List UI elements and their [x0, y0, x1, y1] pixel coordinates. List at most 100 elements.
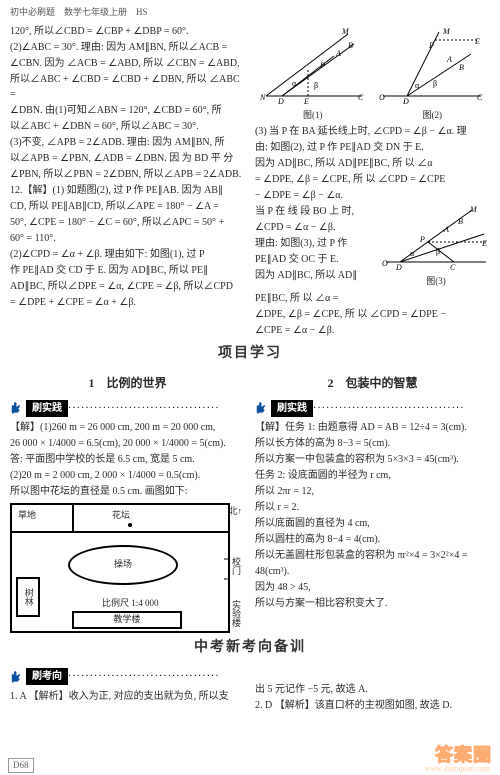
zk-left: 刷考向 ····································…: [10, 664, 245, 714]
figure-row: M N D E C P A B α β 图(1): [255, 26, 490, 123]
line: 所以方案一中包装盒的容积为 5×3×3 = 45(cm³).: [255, 452, 490, 467]
line: 所以底面圆的直径为 4 cm,: [255, 516, 490, 531]
dot-leader: ········································: [68, 401, 218, 416]
line: 2. D 【解析】该直口杯的主视图如图, 故选 D.: [255, 698, 490, 713]
line: 所以 r = 2.: [255, 500, 490, 515]
line: 1. A 【解析】收入为正, 对应的支出就为负, 所以支: [10, 689, 245, 704]
hand-icon: [10, 670, 24, 684]
hand-icon: [255, 401, 269, 415]
svg-text:O: O: [379, 93, 385, 102]
map-tree: 树林: [16, 577, 40, 617]
zhongkao-heading: 中考新考向备训: [10, 637, 490, 658]
zhongkao-columns: 刷考向 ····································…: [10, 664, 490, 714]
line: = ∠DPE + ∠CPE = ∠α + ∠β.: [10, 295, 245, 310]
svg-text:A: A: [443, 225, 449, 234]
project-left-col: 1 比例的世界 刷实践 ····························…: [10, 370, 245, 634]
line: 以∠APB = ∠PBN, ∠ADB = ∠DBN. 因 为 BD 平 分: [10, 151, 245, 166]
svg-text:D: D: [402, 97, 409, 104]
svg-text:O: O: [382, 259, 388, 268]
line: (2)∠ABC = 30°. 理由: 因为 AM∥BN, 所以∠ACB =: [10, 40, 245, 55]
hand-icon: [10, 401, 24, 415]
project-right-title: 2 包装中的智慧: [255, 374, 490, 392]
line: ∠DPE, ∠β = ∠CPE, 所 以 ∠CPD = ∠DPE −: [255, 307, 490, 322]
badge-text: 刷考向: [26, 668, 68, 685]
line: 由: 如图(2), 过 P 作 PE∥AD 交 DN 于 E.: [255, 140, 490, 155]
map-scale: 比例尺 1:4 000: [102, 597, 159, 611]
line: (3) 当 P 在 BA 延长线上时, ∠CPD = ∠β − ∠α. 理: [255, 124, 490, 139]
line: 以∠ABC + ∠DBN = 60°, 所以∠ABC = 30°.: [10, 119, 245, 134]
svg-text:P: P: [319, 61, 325, 70]
svg-text:N: N: [259, 93, 266, 102]
exam-badge: 刷考向 ····································…: [10, 668, 218, 685]
map-north: 北↑: [228, 505, 242, 519]
line: 12.【解】(1) 如题图(2), 过 P 作 PE∥AB. 因为 AB∥: [10, 183, 245, 198]
top-left-col: 120°, 所以∠CBD = ∠CBP + ∠DBP = 60°. (2)∠AB…: [10, 24, 245, 339]
svg-text:E: E: [481, 239, 487, 248]
figure-2-caption: 图(2): [377, 109, 487, 123]
line: 作 PE∥AD 交 CD 于 E. 因为 AD∥BC, 所以 PE∥: [10, 263, 245, 278]
svg-text:α: α: [415, 81, 420, 90]
figure-3: M O D C P A B E αβ 图(3): [382, 204, 490, 289]
line: 所以 2πr = 12,: [255, 484, 490, 499]
map-field: 操场: [68, 545, 178, 585]
figure-2: M O D C P A B E αβ 图(2): [377, 26, 487, 123]
line: 【解】(1)260 m = 26 000 cm, 200 m = 20 000 …: [10, 420, 245, 435]
page-header: 初中必刷题 数学七年级上册 HS: [10, 6, 490, 20]
line: 答: 平面图中学校的长是 6.5 cm, 宽是 5 cm.: [10, 452, 245, 467]
line: AD∥BC, 所以∠DPE = ∠α, ∠CPE = ∠β, 所以∠CPD: [10, 279, 245, 294]
gate-mark-icon: [224, 557, 230, 581]
project-left-title: 1 比例的世界: [10, 374, 245, 392]
line: ∠CBN. 因为 ∠ACB = ∠ABD, 所以 ∠CBN = ∠ABD,: [10, 56, 245, 71]
line: = ∠DPE, ∠β = ∠CPE, 所 以 ∠CPD = ∠CPE: [255, 172, 490, 187]
line: 26 000 × 1/4000 = 6.5(cm), 20 000 × 1/40…: [10, 436, 245, 451]
svg-text:β: β: [436, 247, 440, 256]
map-lab: 实验楼: [229, 600, 243, 627]
svg-text:D: D: [395, 263, 402, 270]
line: (2)∠CPD = ∠α + ∠β. 理由如下: 如图(1), 过 P: [10, 247, 245, 262]
practice-badge: 刷实践 ····································…: [10, 400, 218, 417]
line: ∠PBN, 所以∠PBN = 2∠DBN, 所以∠APB = 2∠ADB.: [10, 167, 245, 182]
line: 所以无盖圆柱形包装盒的容积为 πr²×4 = 3×2²×4 =: [255, 548, 490, 563]
svg-text:β: β: [314, 81, 318, 90]
svg-text:E: E: [474, 37, 480, 46]
svg-text:A: A: [446, 55, 452, 64]
line: PE∥BC, 所 以 ∠α =: [255, 291, 490, 306]
project-columns: 1 比例的世界 刷实践 ····························…: [10, 370, 490, 634]
dot-leader: ········································: [313, 401, 463, 416]
svg-text:M: M: [341, 27, 350, 36]
line: 所以∠ABC + ∠CBD = ∠CBD + ∠DBN, 所以 ∠ABC =: [10, 72, 245, 102]
map-flower: 花坛: [112, 509, 130, 523]
svg-text:β: β: [433, 79, 437, 88]
line: (3)不变, ∠APB = 2∠ADB. 理由: 因为 AM∥BN, 所: [10, 135, 245, 150]
badge-text: 刷实践: [26, 400, 68, 417]
line: 任务 2: 设底面圆的半径为 r cm,: [255, 468, 490, 483]
line: 所以与方案一相比容积变大了.: [255, 596, 490, 611]
svg-text:α: α: [292, 79, 297, 88]
zk-right: 出 5 元记作 −5 元, 故选 A. 2. D 【解析】该直口杯的主视图如图,…: [255, 664, 490, 714]
svg-text:M: M: [442, 27, 451, 36]
top-right-col: M N D E C P A B α β 图(1): [255, 24, 490, 339]
svg-text:M: M: [469, 205, 478, 214]
line: 因为 48 > 45,: [255, 580, 490, 595]
svg-text:P: P: [419, 235, 425, 244]
figure-1: M N D E C P A B α β 图(1): [258, 26, 368, 123]
svg-text:C: C: [450, 263, 456, 270]
figure-1-caption: 图(1): [258, 109, 368, 123]
line: 所以圆柱的高为 8−4 = 4(cm).: [255, 532, 490, 547]
svg-text:E: E: [303, 97, 309, 104]
svg-text:α: α: [410, 249, 415, 258]
svg-text:P: P: [428, 41, 434, 50]
svg-text:B: B: [348, 41, 353, 50]
line: 因为 AD∥BC, 所以 AD∥PE∥BC, 所 以 ∠α: [255, 156, 490, 171]
line: ∠CPE = ∠α − ∠β.: [255, 323, 490, 338]
line: (2)20 m = 2 000 cm, 2 000 × 1/4000 = 0.5…: [10, 468, 245, 483]
campus-map: 草地 花坛 操场 树林 比例尺 1:4 000 教学楼 北↑ 校门 实验楼: [10, 503, 230, 633]
top-columns: 120°, 所以∠CBD = ∠CBP + ∠DBP = 60°. (2)∠AB…: [10, 24, 490, 339]
project-right-col: 2 包装中的智慧 刷实践 ···························…: [255, 370, 490, 634]
map-grass: 草地: [18, 509, 36, 523]
line: 120°, 所以∠CBD = ∠CBP + ∠DBP = 60°.: [10, 24, 245, 39]
line: 48(cm³).: [255, 564, 490, 579]
svg-text:C: C: [358, 93, 364, 102]
dot-leader: ········································: [68, 669, 218, 684]
line: 出 5 元记作 −5 元, 故选 A.: [255, 682, 490, 697]
